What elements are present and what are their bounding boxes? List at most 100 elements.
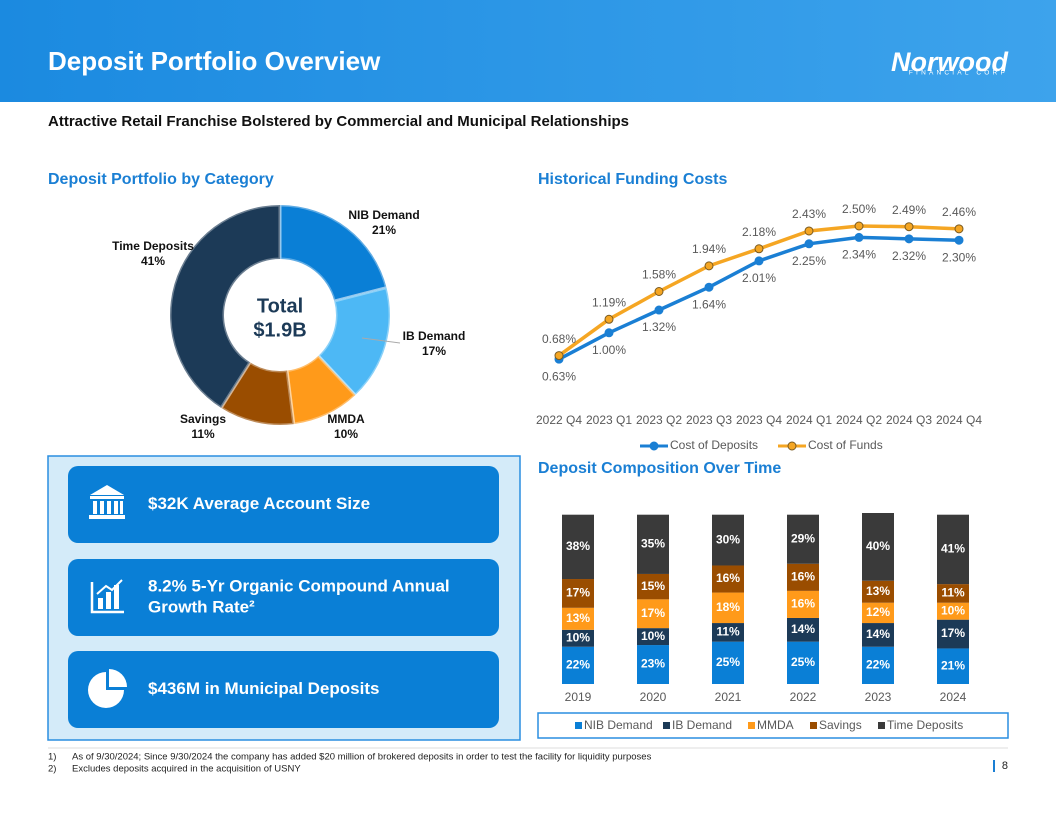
- marker: [654, 305, 664, 315]
- slice-value: 21%: [372, 223, 396, 237]
- data-label: 2.49%: [892, 203, 926, 217]
- marker: [554, 351, 564, 361]
- section-title: Deposit Composition Over Time: [538, 460, 781, 477]
- data-label: 16%: [791, 597, 815, 611]
- x-tick-label: 2023 Q1: [586, 413, 632, 427]
- pie-slice: [278, 203, 389, 303]
- bank-icon: [89, 485, 125, 519]
- data-label: 17%: [941, 626, 965, 640]
- footnote-marker: 2): [48, 764, 56, 775]
- data-label: 1.00%: [592, 343, 626, 357]
- bar-segment: [937, 584, 969, 603]
- data-label: 1.64%: [692, 297, 726, 311]
- bar-segment: [562, 579, 594, 608]
- legend-label: Savings: [819, 718, 862, 732]
- legend-swatch: [748, 722, 755, 729]
- section-title: Historical Funding Costs: [538, 171, 727, 188]
- bar-segment: [787, 563, 819, 591]
- legend-label: Cost of Funds: [808, 438, 883, 452]
- data-label: 1.32%: [642, 320, 676, 334]
- callout-text: $436M in Municipal Deposits: [148, 679, 379, 698]
- marker: [704, 282, 714, 292]
- data-label: 29%: [791, 531, 815, 545]
- data-label: 15%: [641, 579, 665, 593]
- x-tick-label: 2023 Q3: [686, 413, 732, 427]
- marker: [904, 222, 914, 232]
- slice-label: Savings: [180, 412, 226, 426]
- slice-label: NIB Demand: [348, 208, 419, 222]
- slice-label: Time Deposits: [112, 239, 194, 253]
- bar-segment: [637, 514, 669, 574]
- data-label: 23%: [641, 657, 665, 671]
- marker: [854, 221, 864, 231]
- bar-segment: [637, 573, 669, 600]
- data-label: 11%: [941, 586, 965, 600]
- x-tick-label: 2023 Q2: [636, 413, 682, 427]
- bar-segment: [562, 646, 594, 684]
- data-label: 2.01%: [742, 271, 776, 285]
- slice-value: 11%: [191, 427, 215, 441]
- x-tick-label: 2022: [790, 690, 817, 704]
- data-label: 16%: [716, 571, 740, 585]
- logo: Norwood: [891, 47, 1008, 77]
- header-band: [0, 0, 1056, 102]
- marker: [704, 261, 714, 271]
- bar-segment: [712, 565, 744, 593]
- data-label: 17%: [566, 586, 590, 600]
- bar-segment: [712, 514, 744, 566]
- slice-label: MMDA: [327, 412, 365, 426]
- bar-segment: [937, 602, 969, 620]
- x-tick-label: 2024 Q3: [886, 413, 932, 427]
- data-label: 13%: [566, 611, 590, 625]
- data-label: 30%: [716, 532, 740, 546]
- legend-marker: [649, 441, 659, 451]
- x-tick-label: 2022 Q4: [536, 413, 582, 427]
- x-tick-label: 2023: [865, 690, 892, 704]
- center-title: Total: [257, 295, 303, 317]
- page-title: Deposit Portfolio Overview: [48, 46, 381, 76]
- data-label: 22%: [566, 658, 590, 672]
- callout-box: [68, 651, 499, 728]
- data-label: 14%: [791, 622, 815, 636]
- slice-label: IB Demand: [403, 329, 466, 343]
- marker: [804, 226, 814, 236]
- data-label: 17%: [641, 606, 665, 620]
- page-number: 8: [1002, 760, 1008, 772]
- logo-tagline: FINANCIAL CORP: [909, 70, 1008, 77]
- data-label: 2.50%: [842, 202, 876, 216]
- data-label: 12%: [866, 605, 890, 619]
- marker: [754, 256, 764, 266]
- footnote-text: As of 9/30/2024; Since 9/30/2024 the com…: [72, 752, 652, 763]
- data-label: 21%: [941, 658, 965, 672]
- data-label: 2.32%: [892, 249, 926, 263]
- x-tick-label: 2024 Q2: [836, 413, 882, 427]
- data-label: 38%: [566, 539, 590, 553]
- legend-label: Cost of Deposits: [670, 438, 758, 452]
- bar-segment: [862, 513, 894, 581]
- callout-box: [68, 559, 499, 636]
- data-label: 1.94%: [692, 242, 726, 256]
- footnote-marker: 1): [48, 752, 56, 763]
- bar-segment: [862, 580, 894, 603]
- data-label: 35%: [641, 536, 665, 550]
- x-tick-label: 2019: [565, 690, 592, 704]
- legend-swatch: [663, 722, 670, 729]
- bar-segment: [862, 602, 894, 624]
- legend-box: [537, 712, 1009, 739]
- callout-text: $32K Average Account Size: [148, 494, 370, 513]
- legend-label: NIB Demand: [584, 718, 653, 732]
- marker: [604, 328, 614, 338]
- bar-segment: [937, 514, 969, 585]
- marker: [954, 224, 964, 234]
- bar-segment: [637, 599, 669, 629]
- data-label: 10%: [941, 603, 965, 617]
- bar-segment: [712, 623, 744, 642]
- bar-segment: [787, 617, 819, 642]
- section-title: Deposit Portfolio by Category: [48, 171, 274, 188]
- bar-segment: [712, 592, 744, 624]
- bar-segment: [937, 648, 969, 684]
- data-label: 41%: [941, 542, 965, 556]
- legend-marker: [787, 441, 797, 451]
- bar-segment: [562, 629, 594, 647]
